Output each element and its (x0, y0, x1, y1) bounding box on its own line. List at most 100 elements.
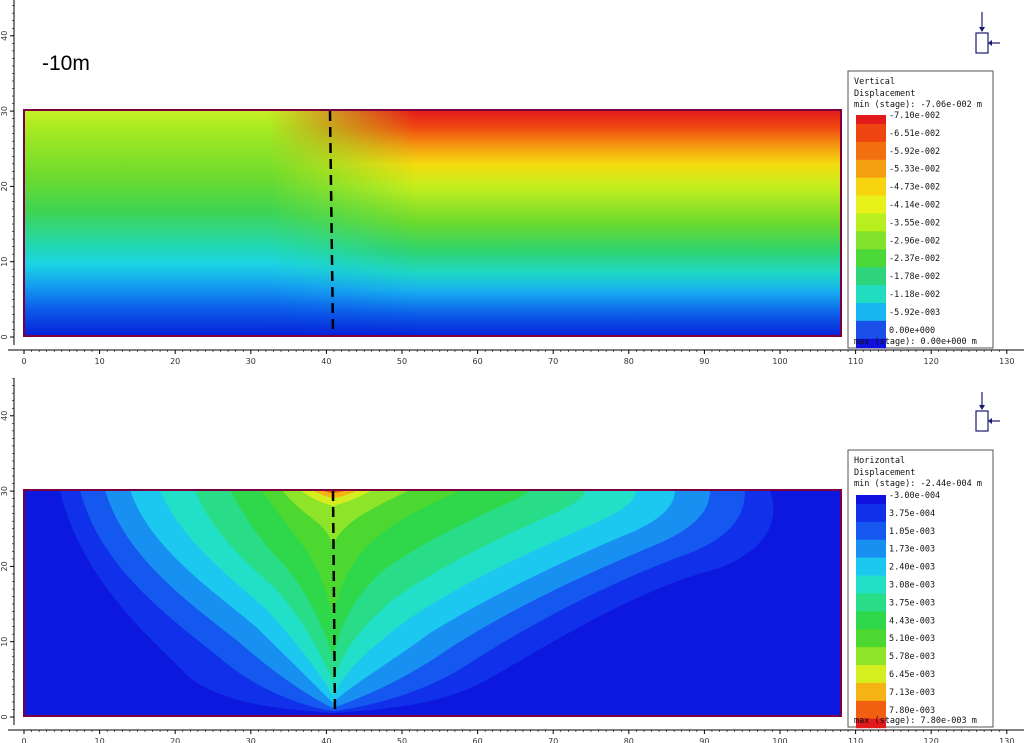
x-tick-label: 20 (170, 357, 180, 366)
legend-value-label: 5.10e-003 (889, 634, 935, 644)
x-tick-label: 30 (246, 737, 256, 743)
legend-swatch (856, 141, 886, 161)
x-tick-label: 70 (548, 357, 558, 366)
displacement-direction-icon (975, 392, 1000, 432)
y-tick-label: 10 (0, 257, 9, 267)
x-tick-label: 10 (95, 357, 105, 366)
x-tick-label: 50 (397, 357, 407, 366)
y-tick-label: 40 (0, 31, 9, 41)
legend-subtitle: Displacement (854, 89, 915, 99)
legend-value-label: -1.78e-002 (889, 272, 940, 282)
x-tick-label: 70 (548, 737, 558, 743)
top-y-axis: 0 10 20 30 40 (0, 0, 15, 345)
y-tick-label: 20 (0, 561, 9, 571)
horizontal-displacement-legend: Horizontal Displacement min (stage): -2.… (847, 449, 994, 729)
y-tick-label: 40 (0, 411, 9, 421)
legend-value-label: -2.37e-002 (889, 254, 940, 264)
x-tick-label: 50 (397, 737, 407, 743)
legend-swatch (856, 320, 886, 340)
legend-value-label: -3.55e-002 (889, 218, 940, 228)
legend-swatch (856, 521, 886, 541)
x-tick-label: 100 (772, 357, 787, 366)
bottom-plot-area (23, 489, 842, 717)
legend-swatch (856, 213, 886, 232)
x-tick-label: 0 (21, 737, 26, 743)
x-tick-label: 80 (624, 737, 634, 743)
legend-value-label: 3.75e-004 (889, 509, 935, 519)
legend-swatch (856, 159, 886, 179)
x-tick-label: 90 (699, 357, 709, 366)
depth-label: -10m (42, 52, 90, 75)
legend-swatch (856, 700, 886, 720)
legend-swatch (856, 539, 886, 559)
legend-swatch (856, 682, 886, 702)
legend-value-label: -4.73e-002 (889, 183, 940, 193)
legend-value-label: 4.43e-003 (889, 616, 935, 626)
vertical-displacement-plot: 0 10 20 30 40 50 60 70 80 90 100 110 120 130 0 10 20 30 4… (0, 0, 1024, 366)
y-tick-label: 0 (0, 334, 9, 339)
x-tick-label: 40 (321, 737, 331, 743)
x-tick-label: 60 (473, 737, 483, 743)
legend-value-label: 3.75e-003 (889, 598, 935, 608)
legend-max: max (stage): 7.80e-003 m (854, 716, 977, 726)
legend-value-label: 0.00e+000 (889, 326, 935, 336)
legend-value-label: -5.92e-002 (889, 147, 940, 157)
legend-swatch (856, 267, 886, 286)
legend-swatch (856, 249, 886, 268)
legend-swatch (856, 665, 886, 684)
legend-swatch (856, 629, 886, 648)
legend-swatch (856, 575, 886, 594)
horizontal-displacement-panel: 0 10 20 30 40 50 60 70 80 90 100 110 120 130 0 10 20 30 4… (0, 378, 1024, 743)
legend-swatch (856, 177, 886, 197)
x-tick-label: 30 (246, 357, 256, 366)
legend-swatch (856, 195, 886, 214)
legend-value-label: -7.10e-002 (889, 111, 940, 121)
excavation-line (331, 490, 337, 715)
excavation-line (328, 110, 335, 336)
legend-swatch (856, 647, 886, 666)
horizontal-displacement-plot: 0 10 20 30 40 50 60 70 80 90 100 110 120 130 0 10 20 30 4… (0, 378, 1024, 743)
legend-value-label: -4.14e-002 (889, 201, 940, 211)
x-tick-label: 0 (21, 357, 26, 366)
x-tick-label: 90 (699, 737, 709, 743)
legend-value-label: -3.00e-004 (889, 491, 940, 501)
legend-swatch (856, 611, 886, 630)
top-plot-area (23, 109, 842, 337)
legend-value-label: 7.13e-003 (889, 688, 935, 698)
y-tick-label: 30 (0, 486, 9, 496)
legend-swatch (856, 115, 886, 125)
legend-swatch (856, 123, 886, 143)
legend-value-label: 7.80e-003 (889, 706, 935, 716)
x-tick-label: 130 (999, 737, 1014, 743)
legend-value-label: -1.18e-002 (889, 290, 940, 300)
legend-value-label: 3.08e-003 (889, 581, 935, 591)
vertical-displacement-panel: 0 10 20 30 40 50 60 70 80 90 100 110 120 130 0 10 20 30 4… (0, 0, 1024, 366)
x-tick-label: 130 (999, 357, 1014, 366)
legend-value-label: 5.78e-003 (889, 652, 935, 662)
vertical-displacement-legend: Vertical Displacement min (stage): -7.06… (847, 70, 994, 349)
legend-min: min (stage): -7.06e-002 m (854, 100, 982, 110)
bottom-x-axis: 0 10 20 30 40 50 60 70 80 90 100 110 120 130 (8, 729, 1024, 743)
x-tick-label: 20 (170, 737, 180, 743)
legend-value-label: -2.96e-002 (889, 236, 940, 246)
legend-swatch (856, 718, 886, 729)
legend-value-label: -5.92e-003 (889, 308, 940, 318)
y-tick-label: 0 (0, 714, 9, 719)
legend-swatch (856, 593, 886, 612)
x-tick-label: 80 (624, 357, 634, 366)
y-tick-label: 20 (0, 181, 9, 191)
legend-swatch (856, 285, 886, 304)
x-tick-label: 100 (772, 737, 787, 743)
y-tick-label: 30 (0, 106, 9, 116)
legend-min: min (stage): -2.44e-004 m (854, 479, 982, 489)
top-x-axis: 0 10 20 30 40 50 60 70 80 90 100 110 120 130 (8, 349, 1024, 366)
legend-value-label: -6.51e-002 (889, 129, 940, 139)
legend-swatch (856, 503, 886, 523)
x-tick-label: 40 (321, 357, 331, 366)
legend-swatch (856, 338, 886, 349)
x-tick-label: 120 (924, 357, 939, 366)
legend-value-label: 1.05e-003 (889, 527, 935, 537)
x-tick-label: 60 (473, 357, 483, 366)
legend-value-label: -5.33e-002 (889, 165, 940, 175)
y-tick-label: 10 (0, 637, 9, 647)
